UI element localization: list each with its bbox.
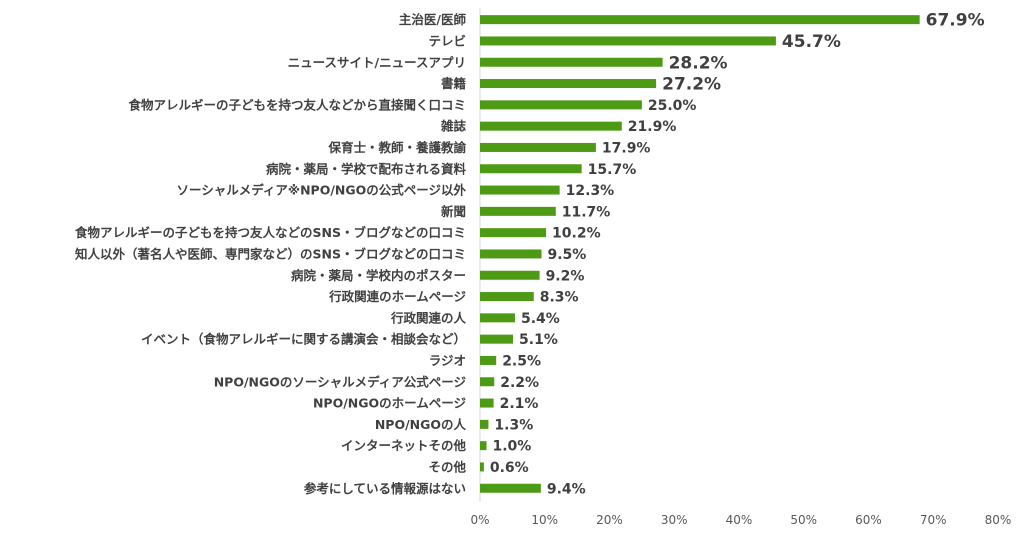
bar (480, 15, 920, 25)
value-label: 2.1% (500, 396, 539, 412)
bar (480, 270, 540, 280)
category-label: テレビ (428, 33, 466, 48)
value-label: 2.5% (502, 353, 541, 369)
value-label: 27.2% (662, 75, 721, 95)
category-label: イベント（食物アレルギーに関する講演会・相談会など） (141, 332, 466, 347)
bar (480, 142, 596, 152)
value-label: 5.4% (521, 311, 560, 327)
value-label: 45.7% (782, 32, 841, 52)
category-label: NPO/NGOのソーシャルメディア公式ページ (214, 374, 467, 389)
value-label: 9.2% (546, 268, 585, 284)
bar (480, 355, 497, 365)
x-tick-label: 80% (985, 513, 1012, 527)
bar (480, 398, 494, 408)
value-label: 21.9% (628, 119, 677, 135)
bar (480, 185, 560, 195)
category-label: 行政関連のホームページ (328, 289, 466, 304)
bar (480, 292, 534, 302)
category-label: 食物アレルギーの子どもを持つ友人などから直接聞く口コミ (127, 97, 466, 112)
category-label: 病院・薬局・学校内のポスター (291, 268, 466, 283)
bar (480, 36, 776, 46)
bar (480, 206, 556, 216)
value-labels: 67.9% 45.7% 28.2%27.2% 25.0% 21.9% 17.9% 15.7%… (490, 11, 985, 498)
value-label: 1.3% (494, 417, 533, 433)
category-labels: 主治医/医師テレビニュースサイト/ニュースアプリ書籍食物アレルギーの子どもを持つ… (74, 12, 466, 496)
category-label: ラジオ (429, 353, 466, 368)
category-label: 主治医/医師 (399, 12, 467, 27)
x-tick-label: 40% (726, 513, 753, 527)
category-label: NPO/NGOの人 (375, 417, 467, 432)
category-label: インターネットその他 (341, 438, 467, 453)
value-label: 5.1% (519, 332, 558, 348)
category-label: 書籍 (441, 76, 467, 91)
value-label: 9.5% (548, 247, 587, 263)
value-label: 11.7% (562, 204, 611, 220)
bar (480, 228, 547, 238)
value-label: 10.2% (552, 226, 601, 242)
x-tick-label: 70% (920, 513, 947, 527)
category-label: 保育士・教師・養護教諭 (327, 140, 466, 155)
x-tick-label: 0% (470, 513, 489, 527)
bar (480, 334, 514, 344)
value-label: 8.3% (540, 290, 579, 306)
bar (480, 79, 657, 89)
x-tick-label: 10% (531, 513, 558, 527)
category-label: ソーシャルメディア※NPO/NGOの公式ページ以外 (177, 183, 467, 198)
category-label: ニュースサイト/ニュースアプリ (288, 55, 466, 70)
bar (480, 441, 487, 451)
category-label: 参考にしている情報源はない (304, 481, 466, 496)
bar (480, 419, 489, 429)
x-tick-label: 30% (661, 513, 688, 527)
value-label: 17.9% (602, 140, 651, 156)
category-label: その他 (428, 459, 466, 474)
bar (480, 462, 484, 472)
category-label: 病院・薬局・学校で配布される資料 (266, 161, 467, 176)
category-label: NPO/NGOのホームページ (313, 396, 467, 411)
bar (480, 121, 622, 131)
bar (480, 377, 495, 387)
bar (480, 249, 542, 259)
category-label: 食物アレルギーの子どもを持つ友人などのSNS・ブログなどの口コミ (74, 225, 466, 240)
x-tick-label: 50% (790, 513, 817, 527)
value-label: 2.2% (500, 375, 539, 391)
value-label: 1.0% (492, 439, 531, 455)
bar (480, 483, 541, 493)
bar (480, 313, 515, 323)
value-label: 67.9% (926, 11, 985, 31)
category-label: 雑誌 (440, 119, 467, 134)
x-tick-label: 20% (596, 513, 623, 527)
bar (480, 57, 663, 67)
value-label: 25.0% (648, 98, 697, 114)
category-label: 行政関連の人 (390, 310, 467, 325)
bar (480, 100, 642, 110)
x-tick-label: 60% (855, 513, 882, 527)
value-label: 12.3% (566, 183, 615, 199)
value-label: 9.4% (547, 481, 586, 497)
x-axis-tick-labels: 0% 10% 20% 30% 40% 50% 60% 70% 80% (470, 513, 1011, 527)
category-label: 知人以外（著名人や医師、専門家など）のSNS・ブログなどの口コミ (74, 246, 466, 261)
value-label: 28.2% (669, 53, 728, 73)
bar (480, 164, 582, 174)
value-label: 0.6% (490, 460, 529, 476)
category-label: 新聞 (441, 204, 466, 219)
bars-group (480, 15, 920, 493)
value-label: 15.7% (588, 162, 637, 178)
